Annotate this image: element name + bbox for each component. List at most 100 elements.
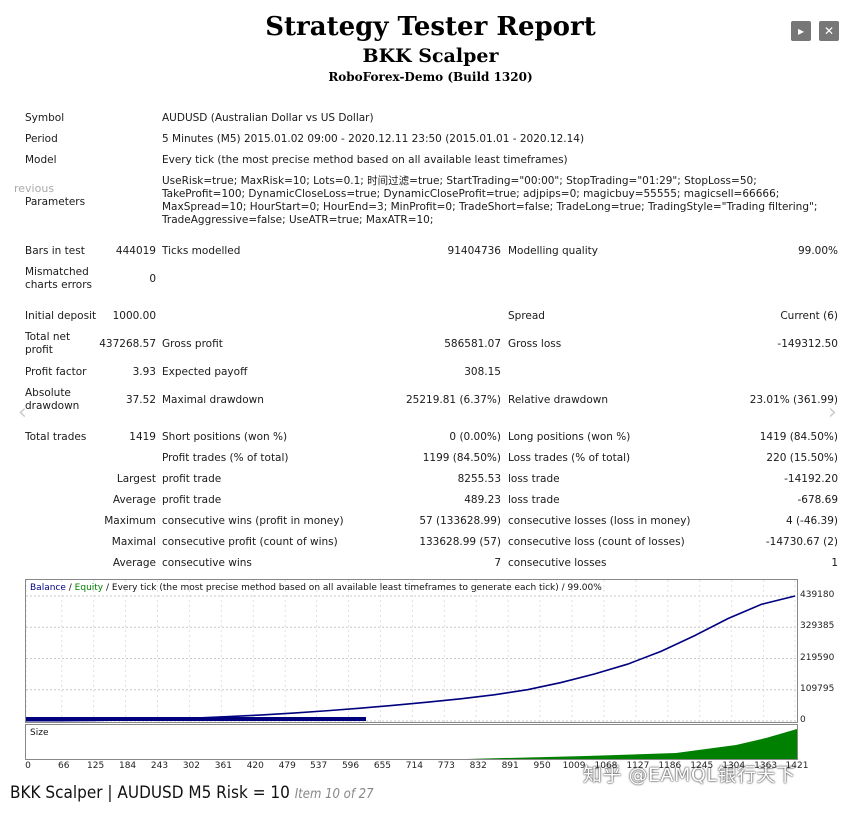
spread-label: Spread <box>508 310 545 322</box>
legend-equity: Equity <box>74 583 104 593</box>
maxdd-label: Maximal drawdown <box>162 394 264 406</box>
average-label: Average <box>112 494 156 506</box>
expert-name: BKK Scalper <box>362 45 499 67</box>
chevron-left-icon[interactable]: ‹ <box>18 400 27 425</box>
y-tick-label: 219590 <box>800 652 835 663</box>
al-label: loss trade <box>508 494 560 506</box>
short-value: 0 (0.00%) <box>449 431 501 443</box>
x-tick-label: 420 <box>246 761 264 771</box>
x-tick-label: 714 <box>405 761 423 771</box>
absdd-label: Absolute drawdown <box>25 387 80 412</box>
x-tick-label: 1186 <box>658 761 682 771</box>
chart-legend: Balance / Equity / Every tick (the most … <box>30 583 602 593</box>
mclc-value: -14730.67 (2) <box>765 536 838 548</box>
reldd-value: 23.01% (361.99) <box>749 394 838 406</box>
x-tick-label: 125 <box>87 761 105 771</box>
largest-label: Largest <box>116 473 156 485</box>
period-label: Period <box>25 133 58 145</box>
x-tick-label: 655 <box>373 761 392 771</box>
size-chart-svg <box>466 729 797 759</box>
grossprofit-label: Gross profit <box>162 338 223 350</box>
balance-chart: Balance / Equity / Every tick (the most … <box>25 579 798 723</box>
netprofit-value: 437268.57 <box>99 338 156 350</box>
maximum-label: Maximum <box>104 515 156 527</box>
x-tick-label: 832 <box>469 761 487 771</box>
payoff-label: Expected payoff <box>162 366 248 378</box>
chevron-right-icon[interactable]: › <box>828 400 837 425</box>
previous-link[interactable]: revious <box>14 182 55 195</box>
x-tick-label: 1304 <box>722 761 746 771</box>
mismatch-value: 0 <box>149 273 156 285</box>
quality-value: 99.00% <box>797 245 838 257</box>
deposit-label: Initial deposit <box>25 310 97 322</box>
netprofit-label: Total net profit <box>25 331 71 356</box>
mcp-value: 133628.99 (57) <box>419 536 501 548</box>
x-tick-label: 184 <box>118 761 137 771</box>
period-value: 5 Minutes (M5) 2015.01.02 09:00 - 2020.1… <box>162 133 585 145</box>
deposit-value: 1000.00 <box>112 310 156 322</box>
parameters-label: Parameters <box>25 196 86 208</box>
ap-label: profit trade <box>162 494 222 506</box>
size-chart: Size <box>25 724 798 760</box>
acl-value: 1 <box>831 557 838 569</box>
maxdd-value: 25219.81 (6.37%) <box>406 394 501 406</box>
acw-label: consecutive wins <box>162 557 252 569</box>
ticks-value: 91404736 <box>447 245 501 257</box>
mclc-label: consecutive loss (count of losses) <box>508 536 685 548</box>
size-label: Size <box>30 728 49 738</box>
x-tick-label: 479 <box>278 761 296 771</box>
pf-label: Profit factor <box>25 366 87 378</box>
acw-value: 7 <box>494 557 501 569</box>
x-tick-label: 361 <box>214 761 232 771</box>
mcw-value: 57 (133628.99) <box>419 515 501 527</box>
ap-value: 489.23 <box>464 494 501 506</box>
legend-balance: Balance <box>30 583 66 593</box>
legend-rest: / Every tick (the most precise method ba… <box>103 583 602 593</box>
x-tick-label: 1421 <box>785 761 809 771</box>
ll-value: -14192.20 <box>784 473 838 485</box>
server-info: RoboForex-Demo (Build 1320) <box>328 70 533 84</box>
x-tick-label: 891 <box>501 761 519 771</box>
trades-value: 1419 <box>129 431 156 443</box>
y-tick-label: 329385 <box>800 621 835 632</box>
x-tick-label: 0 <box>25 761 31 771</box>
x-tick-label: 66 <box>57 761 70 771</box>
model-label: Model <box>25 154 57 166</box>
x-tick-label: 950 <box>533 761 551 771</box>
acl-label: consecutive losses <box>508 557 607 569</box>
pt-label: Profit trades (% of total) <box>162 452 289 464</box>
x-tick-label: 596 <box>341 761 360 771</box>
quality-label: Modelling quality <box>508 245 598 257</box>
pf-value: 3.93 <box>132 366 156 378</box>
trades-label: Total trades <box>25 431 87 443</box>
y-tick-label: 0 <box>800 715 806 725</box>
x-tick-label: 773 <box>437 761 455 771</box>
long-value: 1419 (84.50%) <box>759 431 838 443</box>
caption-text: BKK Scalper | AUDUSD M5 Risk = 10 <box>10 783 295 803</box>
bars-label: Bars in test <box>25 245 85 257</box>
reldd-label: Relative drawdown <box>508 394 609 406</box>
absdd-value: 37.52 <box>125 394 156 406</box>
lt-value: 220 (15.50%) <box>766 452 838 464</box>
lp-value: 8255.53 <box>457 473 501 485</box>
x-tick-label: 243 <box>150 761 169 771</box>
mcl-value: 4 (-46.39) <box>785 515 838 527</box>
bars-value: 444019 <box>115 245 156 257</box>
close-icon[interactable]: ✕ <box>819 21 839 41</box>
caption-item-count: Item 10 of 27 <box>294 787 374 802</box>
al-value: -678.69 <box>797 494 838 506</box>
x-tick-label: 537 <box>310 761 328 771</box>
ll-label: loss trade <box>508 473 560 485</box>
x-tick-label: 302 <box>182 761 201 771</box>
y-tick-label: 109795 <box>800 683 835 694</box>
report-title: Strategy Tester Report <box>265 12 596 42</box>
lp-label: profit trade <box>162 473 222 485</box>
balance-band <box>26 717 366 721</box>
x-tick-label: 1009 <box>562 761 586 771</box>
mcw-label: consecutive wins (profit in money) <box>162 515 344 527</box>
x-tick-label: 1068 <box>594 761 618 771</box>
grossloss-label: Gross loss <box>508 338 562 350</box>
parameters-value: UseRisk=true; MaxRisk=10; Lots=0.1; 时间过滤… <box>162 175 818 226</box>
play-icon[interactable]: ▸ <box>791 21 811 41</box>
mismatch-label: Mismatched charts errors <box>25 266 92 291</box>
